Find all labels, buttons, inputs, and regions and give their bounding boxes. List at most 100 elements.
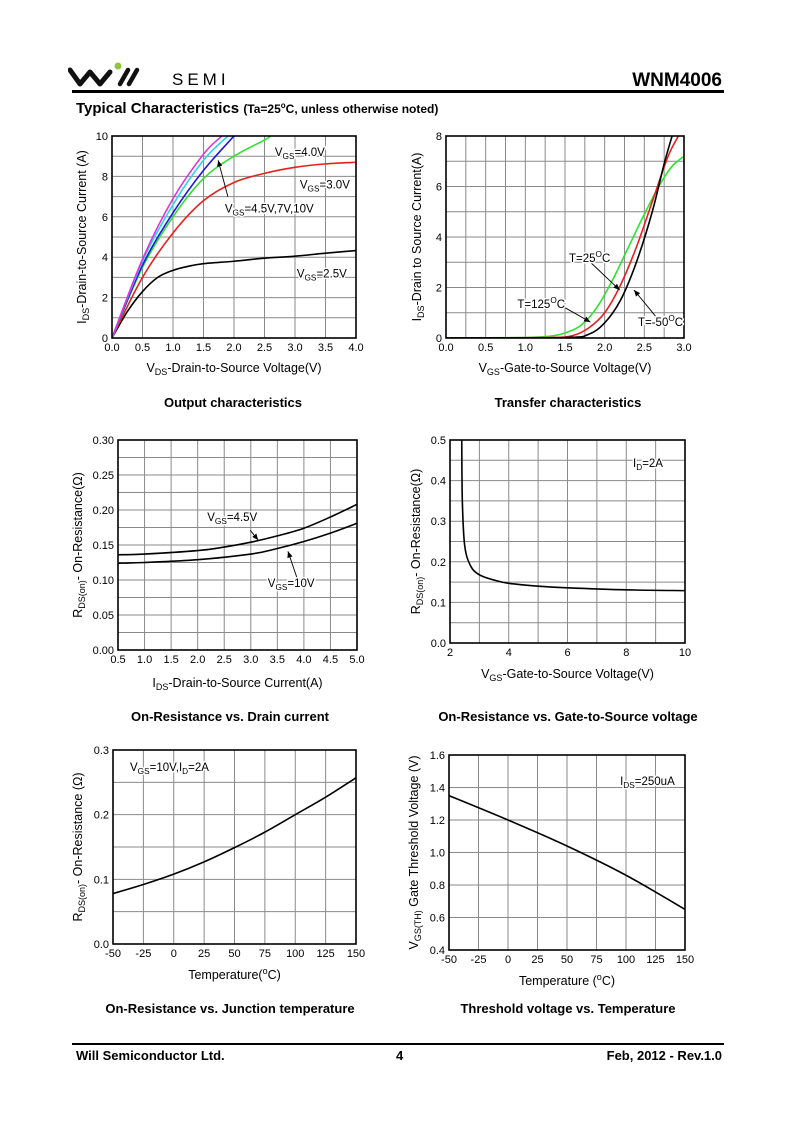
x-tick-label: 150 [676, 954, 694, 966]
y-tick-label: 0.00 [93, 645, 114, 657]
y-tick-label: 0.20 [93, 505, 114, 517]
annotation-label-segment: V [225, 204, 233, 216]
x-tick-label: 2.5 [257, 342, 272, 354]
y-tick-label: 0.05 [93, 610, 114, 622]
annotation-arrow [633, 289, 656, 317]
x-tick-label: 2.5 [637, 342, 652, 354]
x-tick-label: -25 [471, 954, 487, 966]
y-tick-label: 6 [436, 182, 442, 194]
y-axis-label-segment: I [75, 320, 89, 323]
x-tick-label: 2.5 [217, 654, 232, 666]
annotation-label: VGS=4.0V [275, 147, 325, 161]
x-tick-label: 3.5 [270, 654, 285, 666]
y-axis-label-segment: DS [81, 308, 91, 321]
footer-page-number: 4 [396, 1048, 404, 1063]
series-group [118, 503, 357, 564]
y-tick-label: 2 [436, 283, 442, 295]
footer-date-revision: Feb, 2012 - Rev.1.0 [606, 1048, 722, 1063]
x-tick-label: 4.0 [348, 342, 363, 354]
x-tick-label: 1.5 [557, 342, 572, 354]
y-axis-label-segment: - On-Resistance(Ω) [409, 469, 423, 577]
x-tick-label: 0 [505, 954, 511, 966]
annotation-label: T=-50OC [638, 314, 683, 329]
y-tick-label: 0 [102, 333, 108, 345]
x-axis-label-segment: GS [487, 367, 500, 377]
y-tick-label: 0.8 [430, 880, 445, 892]
annotation-label-segment: =4.5V,7V,10V [244, 204, 314, 216]
x-tick-label: 125 [316, 948, 334, 960]
annotation-label-segment: C [557, 299, 565, 311]
y-axis-label: RDS(on)- On-Resistance (Ω) [71, 773, 87, 922]
plot-frame [117, 439, 358, 651]
x-tick-label: -50 [441, 954, 457, 966]
x-tick-label: -50 [105, 948, 121, 960]
chart-5: -50 -25 0 25 50 75 100 125 150 0.0 0.1 0.2 0.3 VGS=10… [71, 745, 365, 1016]
annotation-label: VGS=2.5V [297, 268, 347, 282]
annotation-label-segment: C [675, 317, 683, 329]
annotation-label-segment: C [602, 253, 610, 265]
x-tick-label: 6 [564, 647, 570, 659]
y-axis-label-segment: Gate Threshold Voltage (V) [407, 755, 421, 910]
annotation-label-segment: GS [283, 152, 295, 161]
y-tick-label: 4 [436, 232, 442, 244]
annotation-label-segment: DS [623, 781, 635, 790]
series-group [112, 136, 356, 338]
x-tick-label: 2 [447, 647, 453, 659]
annotation-label: VGS=3.0V [300, 179, 350, 193]
chart-6: -50 -25 0 25 50 75 100 125 150 0.4 0.6 0.8 1.0 1.2 1.4… [407, 750, 694, 1016]
x-tick-label: 25 [198, 948, 210, 960]
x-axis-label-segment: -Gate-to-Source Voltage(V) [502, 667, 653, 681]
y-tick-label: 1.6 [430, 750, 445, 762]
annotation-label-segment: I [620, 776, 623, 788]
y-axis-label: RDS(on)- On-Resistance(Ω) [71, 472, 87, 618]
y-axis-label-segment: - On-Resistance (Ω) [71, 773, 85, 884]
series-line-vgs-10v [112, 136, 223, 338]
y-axis-label-segment: DS(on) [415, 577, 425, 606]
annotation-label-segment: GS [308, 184, 320, 193]
x-axis-label-segment: DS [156, 682, 169, 692]
annotation-label: VGS=10V [268, 578, 315, 592]
logo-semi-text: SEMI [172, 70, 230, 89]
plot-frame [448, 754, 686, 951]
chart-title: Threshold voltage vs. Temperature [460, 1001, 675, 1016]
annotation-label-segment: GS [215, 517, 227, 526]
y-axis-label-segment: DS(on) [77, 884, 87, 913]
y-axis-label: IDS-Drain to Source Current(A) [410, 153, 426, 322]
y-tick-label: 0.30 [93, 435, 114, 447]
x-axis-label: VGS-Gate-to-Source Voltage(V) [481, 667, 654, 683]
x-tick-label: 3.0 [287, 342, 302, 354]
annotation-arrow [217, 160, 229, 197]
plot-frame [449, 439, 686, 644]
x-tick-label: 3.0 [676, 342, 691, 354]
chart-title: On-Resistance vs. Gate-to-Source voltage [438, 709, 697, 724]
x-axis-label: IDS-Drain-to-Source Current(A) [152, 676, 322, 692]
annotation-label-segment: T=125 [517, 299, 550, 311]
series-line-vgs-2-5v [112, 249, 356, 338]
chart-title: On-Resistance vs. Drain current [131, 709, 330, 724]
y-axis-label-segment: I [410, 318, 424, 321]
x-tick-label: 0.5 [110, 654, 125, 666]
y-axis-label-segment: R [71, 912, 85, 921]
series-group [113, 777, 356, 895]
annotation-label-segment: I [633, 458, 636, 470]
x-tick-label: 0.5 [478, 342, 493, 354]
y-tick-label: 1.4 [430, 783, 445, 795]
x-axis-label: VDS-Drain-to-Source Voltage(V) [146, 361, 321, 377]
annotation-label: VGS=4.5V [207, 512, 257, 526]
series-line-vgs-10v-id-2a [113, 777, 356, 895]
y-axis-label-segment: GS(TH) [413, 910, 423, 941]
x-axis-label-segment: -Drain-to-Source Voltage(V) [167, 361, 321, 375]
x-tick-label: 4 [506, 647, 512, 659]
annotation-label: ID=2A [633, 458, 663, 472]
annotation-label-segment: =4.0V [294, 147, 325, 159]
x-axis-label-segment: DS [155, 367, 168, 377]
section-title: Typical Characteristics (Ta=25oC, unless… [76, 100, 438, 117]
series-line-vgs-10v [118, 522, 357, 564]
annotation-arrow [287, 551, 298, 579]
x-axis-label-segment: GS [489, 673, 502, 683]
annotation-label-segment: V [275, 147, 283, 159]
x-axis-label: Temperature (oC) [519, 972, 615, 988]
x-axis-label-segment: I [152, 676, 155, 690]
y-tick-label: 0.15 [93, 540, 114, 552]
annotation-label-segment: =2.5V [316, 268, 347, 280]
